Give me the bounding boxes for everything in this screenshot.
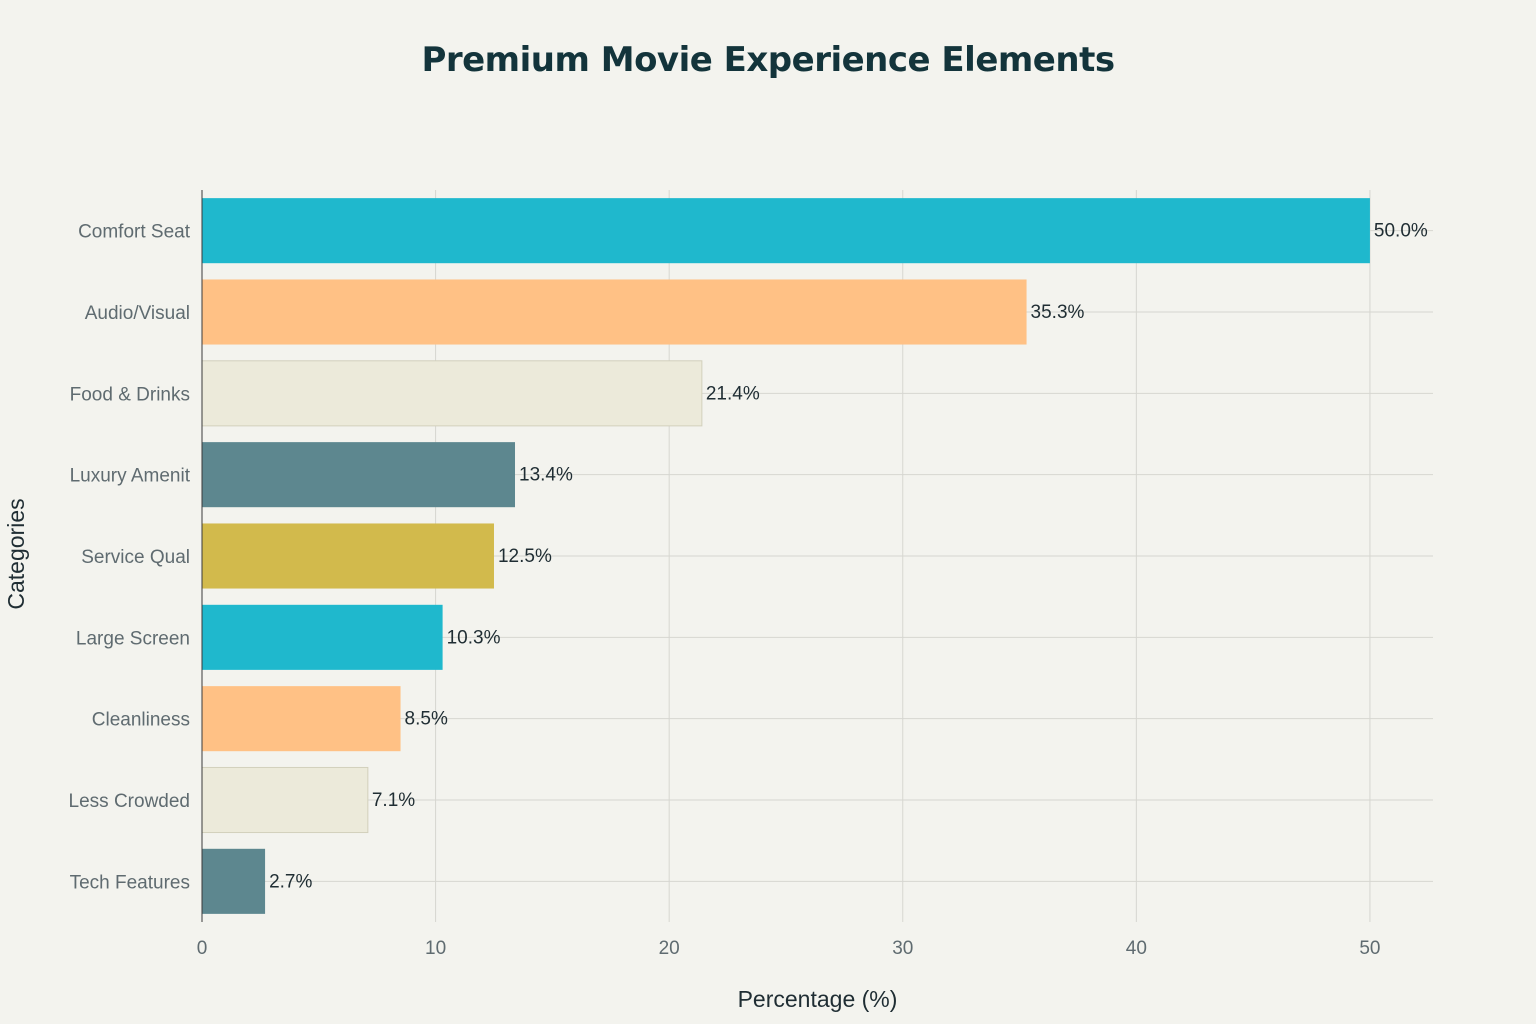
category-labels: Comfort Seat Audio/Visual Food & Drinks Lux… bbox=[69, 222, 191, 894]
x-tick-label: 40 bbox=[1126, 938, 1147, 959]
category-label: Luxury Amenit bbox=[70, 466, 191, 487]
category-label: Large Screen bbox=[76, 628, 190, 649]
bar bbox=[202, 604, 443, 670]
bar bbox=[202, 686, 401, 752]
y-axis-title: Categories bbox=[3, 498, 29, 609]
category-label: Less Crowded bbox=[69, 791, 190, 812]
data-label: 50.0% bbox=[1374, 221, 1428, 242]
category-label: Audio/Visual bbox=[85, 303, 190, 324]
bar bbox=[202, 848, 266, 914]
x-axis-title: Percentage (%) bbox=[738, 986, 898, 1012]
category-label: Comfort Seat bbox=[78, 222, 191, 243]
category-label: Food & Drinks bbox=[70, 384, 190, 405]
data-label: 35.3% bbox=[1031, 302, 1085, 323]
bar bbox=[202, 523, 494, 589]
chart-title: Premium Movie Experience Elements bbox=[421, 40, 1115, 80]
x-axis-ticks: 0 10 20 30 40 50 bbox=[197, 938, 1381, 959]
bar bbox=[201, 766, 369, 834]
category-label: Tech Features bbox=[70, 872, 190, 893]
data-label: 12.5% bbox=[498, 546, 552, 567]
bar bbox=[202, 279, 1027, 345]
x-tick-label: 10 bbox=[425, 938, 446, 959]
x-tick-label: 30 bbox=[892, 938, 913, 959]
x-tick-label: 20 bbox=[659, 938, 680, 959]
data-label: 13.4% bbox=[519, 465, 573, 486]
x-tick-label: 0 bbox=[197, 938, 208, 959]
x-tick-label: 50 bbox=[1359, 938, 1380, 959]
data-label: 7.1% bbox=[372, 790, 415, 811]
data-label: 21.4% bbox=[706, 383, 760, 404]
category-label: Service Qual bbox=[81, 547, 190, 568]
data-label: 2.7% bbox=[269, 871, 312, 892]
data-label: 10.3% bbox=[447, 627, 501, 648]
bar bbox=[202, 198, 1370, 264]
category-label: Cleanliness bbox=[92, 710, 190, 731]
bar bbox=[202, 442, 516, 508]
bars bbox=[201, 198, 1370, 914]
data-labels: 50.0% 35.3% 21.4% 13.4% 12.5% 10.3% 8.5% 7.1% 2.… bbox=[269, 221, 1428, 893]
data-label: 8.5% bbox=[405, 709, 448, 730]
bar bbox=[201, 360, 703, 427]
